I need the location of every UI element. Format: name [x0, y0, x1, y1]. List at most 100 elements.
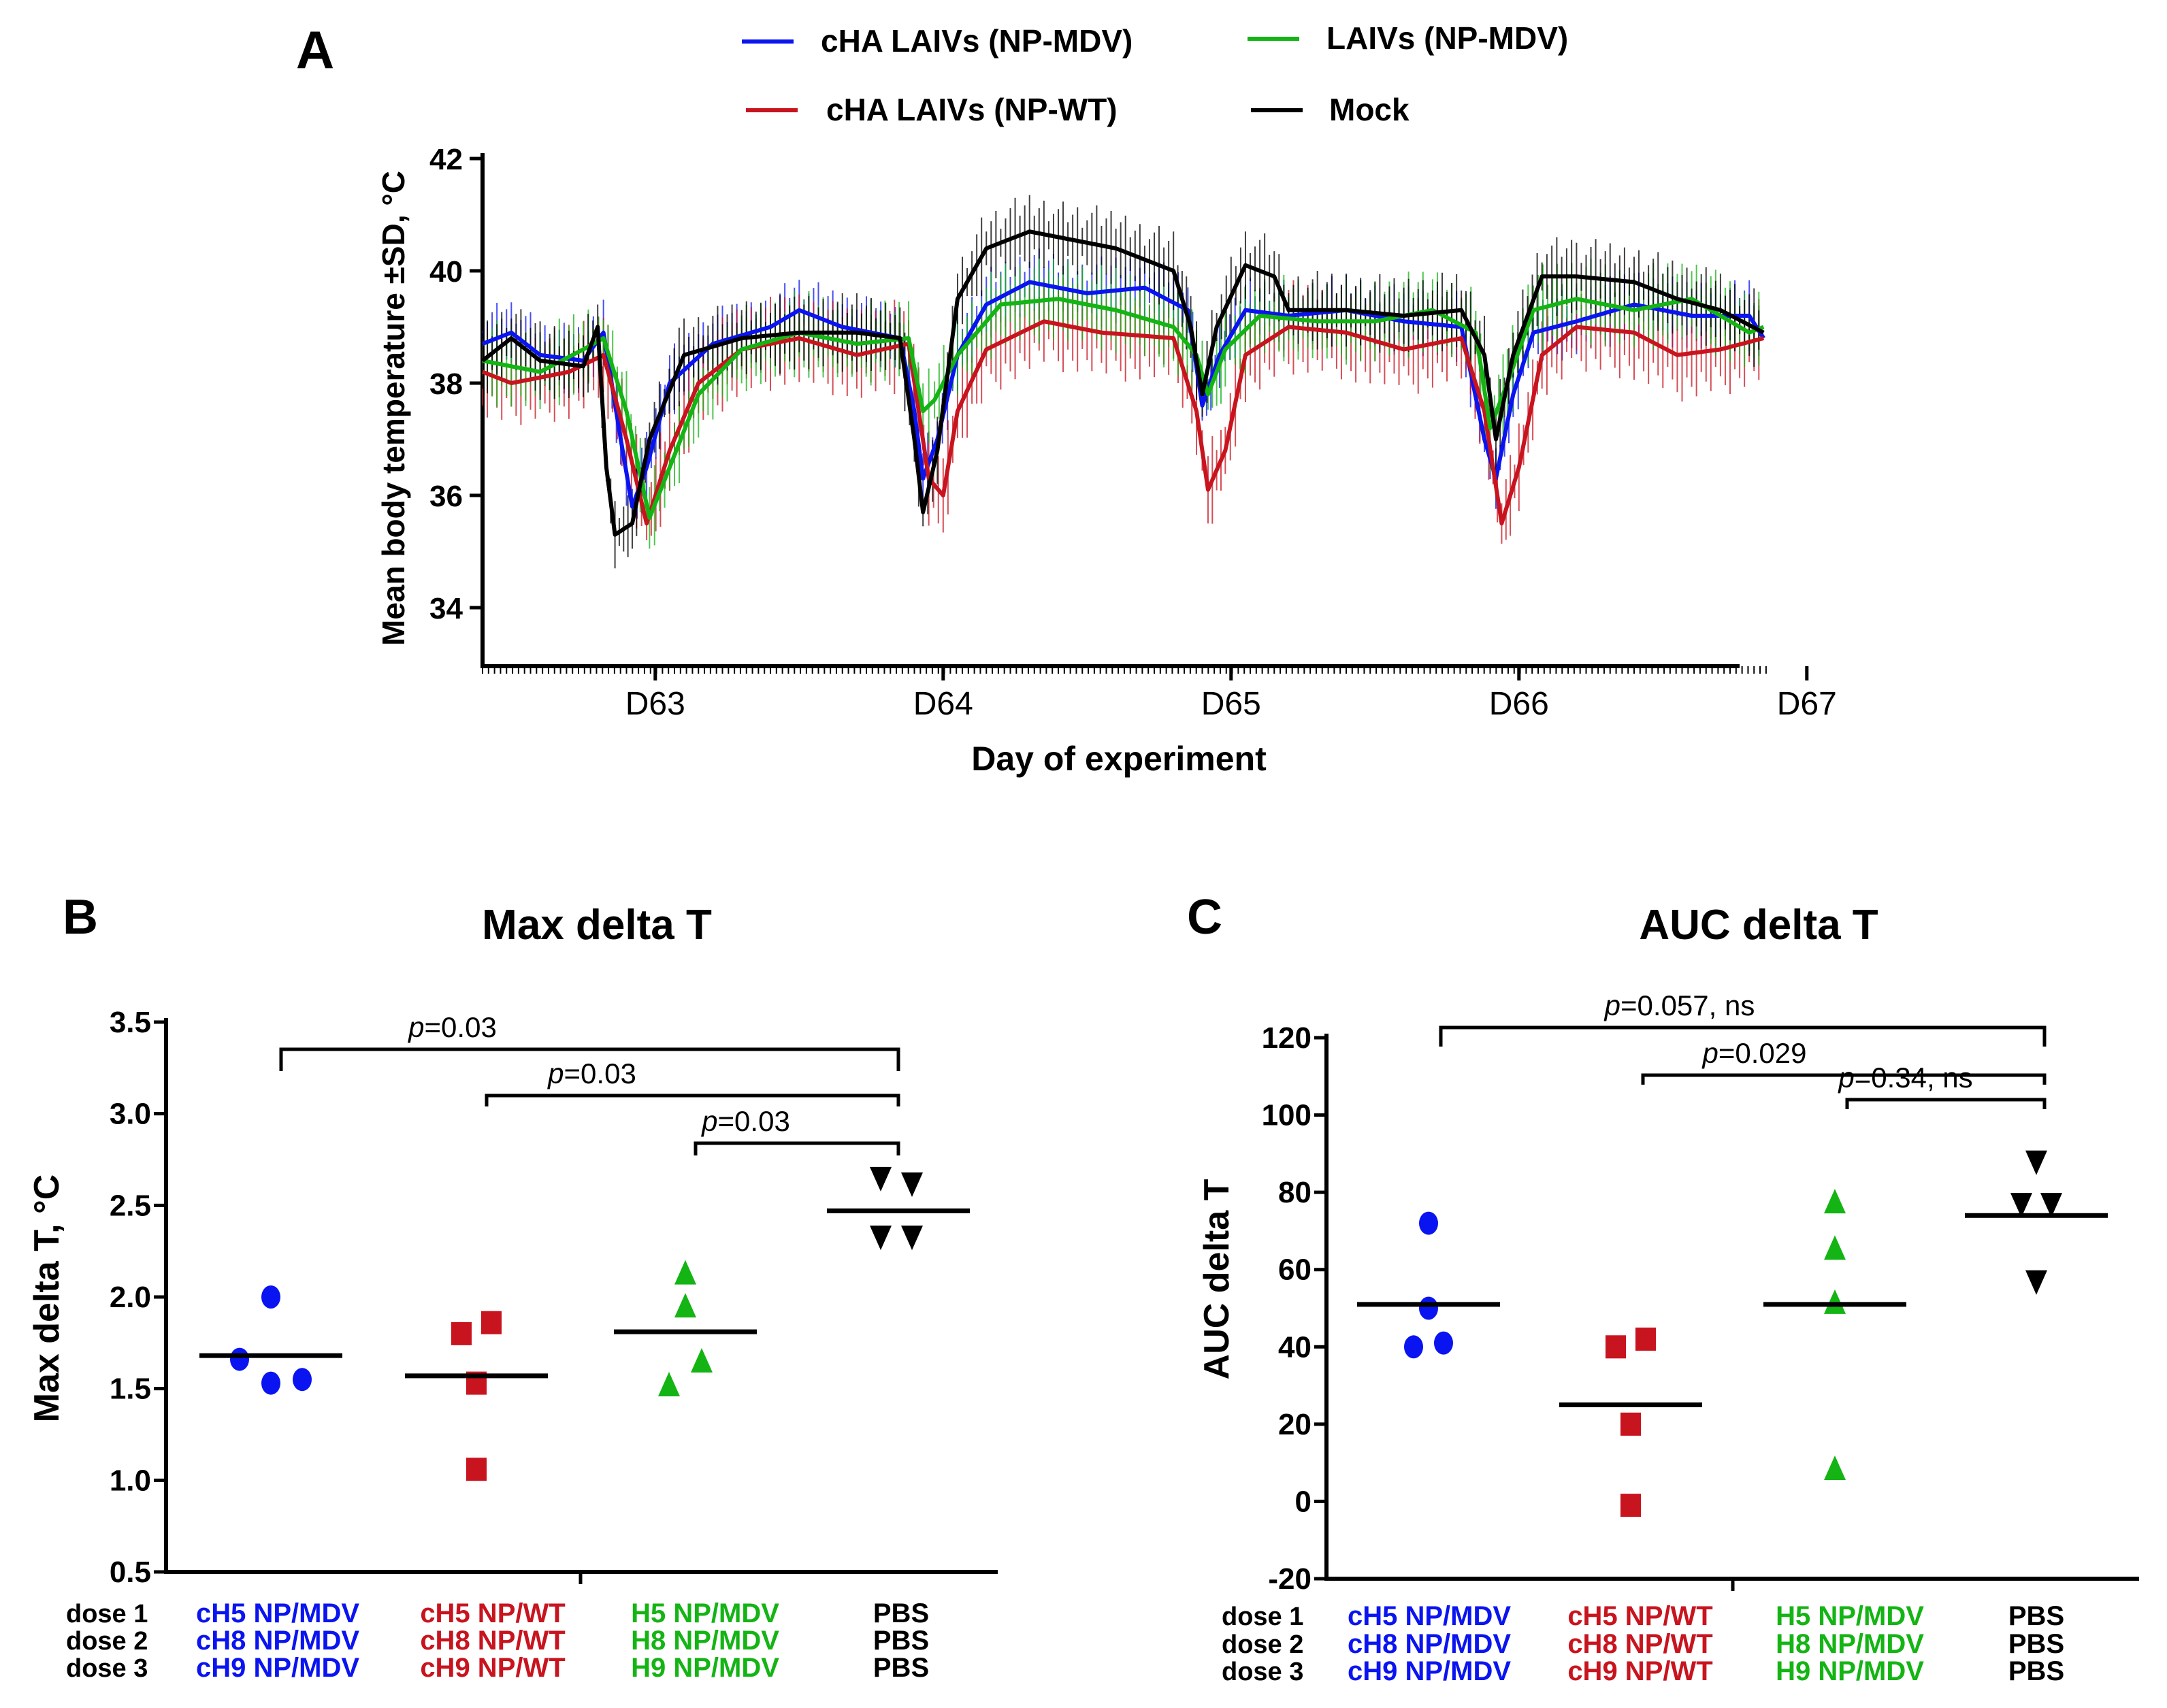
series-line-3: [481, 229, 1765, 537]
dose-label: dose 1: [1222, 1603, 1303, 1631]
group-label: PBS: [2008, 1629, 2064, 1659]
data-point-triangle: [658, 1371, 680, 1396]
y-tick-label: 80: [1278, 1176, 1311, 1209]
data-point-circle: [261, 1285, 280, 1309]
p-value-label: p=0.029: [1701, 1037, 1807, 1069]
group-label: H9 NP/MDV: [1776, 1656, 1924, 1686]
x-tick-label: D64: [913, 686, 973, 722]
group-label: H5 NP/MDV: [631, 1598, 779, 1628]
legend-label: cHA LAIVs (NP-MDV): [821, 23, 1133, 59]
group-label: H9 NP/MDV: [631, 1653, 779, 1683]
p-value: =0.34, ns: [1855, 1062, 1973, 1094]
group-label: PBS: [873, 1653, 929, 1683]
y-tick-label: 2.0: [110, 1281, 151, 1314]
dose-label: dose 2: [66, 1627, 148, 1656]
chart-title: Max delta T: [482, 902, 712, 949]
series-line-1: [481, 319, 1765, 526]
data-point-triangle: [1824, 1456, 1846, 1480]
group-label: cH5 NP/MDV: [196, 1598, 359, 1628]
p-value: =0.03: [425, 1011, 497, 1043]
data-point-triangle-down: [870, 1226, 892, 1251]
x-tick-label: D66: [1489, 686, 1549, 722]
data-point-square: [1635, 1327, 1656, 1351]
data-point-triangle-down: [901, 1172, 923, 1198]
y-tick-label: 60: [1278, 1253, 1311, 1287]
panel-c-chart: C AUC delta T AUC delta T -20 0 20 40 60 80 100 12…: [1187, 890, 2139, 1686]
group-label: cH9 NP/MDV: [1348, 1656, 1511, 1686]
group-label: cH8 NP/MDV: [196, 1626, 359, 1656]
p-value-label: p=0.03: [547, 1057, 636, 1089]
data-point-circle: [1434, 1331, 1453, 1355]
data-point-triangle: [1824, 1189, 1846, 1214]
group-label: cH8 NP/WT: [420, 1626, 565, 1656]
y-tick-label: 100: [1262, 1099, 1311, 1132]
group-label: H8 NP/MDV: [631, 1626, 779, 1656]
p-value-label: p=0.34, ns: [1837, 1062, 1972, 1094]
y-tick-label: 0.5: [110, 1556, 151, 1589]
group-label: cH8 NP/MDV: [1348, 1629, 1511, 1659]
x-tick-label: D67: [1777, 686, 1837, 722]
x-tick-label: D63: [625, 686, 685, 722]
data-point-circle: [230, 1347, 249, 1371]
data-point-square: [481, 1311, 502, 1334]
y-tick-label: 34: [429, 592, 463, 625]
group-label: PBS: [873, 1598, 929, 1628]
dose-label: dose 3: [1222, 1658, 1303, 1686]
data-point-circle: [1404, 1335, 1423, 1359]
data-point-circle: [1419, 1296, 1438, 1320]
group-label: cH9 NP/WT: [1567, 1656, 1712, 1686]
panel-letter-c: C: [1187, 890, 1222, 945]
p-value: =0.029: [1718, 1037, 1807, 1069]
data-point-triangle: [1824, 1289, 1846, 1314]
significance-bracket: [279, 1047, 900, 1071]
y-tick-label: 36: [429, 480, 463, 513]
p-symbol: p: [1701, 1037, 1718, 1069]
significance-bracket: [694, 1141, 900, 1155]
data-point-circle: [293, 1368, 312, 1392]
data-point-triangle: [1824, 1235, 1846, 1260]
p-value-label: p=0.03: [407, 1011, 497, 1043]
panel-letter-b: B: [63, 890, 98, 945]
data-point-square: [1620, 1412, 1641, 1436]
series-line-2: [482, 297, 1765, 520]
p-symbol: p: [700, 1105, 717, 1137]
group-label: PBS: [873, 1626, 929, 1656]
data-point-triangle: [674, 1260, 696, 1285]
data-point-square: [1606, 1335, 1626, 1359]
significance-bracket: [485, 1094, 900, 1106]
p-value-label: p=0.057, ns: [1603, 989, 1755, 1021]
group-label: cH5 NP/MDV: [1348, 1601, 1511, 1631]
dose-label: dose 1: [66, 1600, 148, 1628]
group-label: cH5 NP/WT: [420, 1598, 565, 1628]
group-label: PBS: [2008, 1656, 2064, 1686]
group-label: cH5 NP/WT: [1567, 1601, 1712, 1631]
y-axis-title: Mean body temperature ±SD, °C: [376, 171, 411, 646]
group-label: cH9 NP/WT: [420, 1653, 565, 1683]
p-symbol: p: [1837, 1062, 1854, 1094]
data-point-triangle-down: [870, 1166, 892, 1192]
x-tick-label: D65: [1201, 686, 1261, 722]
legend-label: Mock: [1329, 92, 1410, 127]
data-point-triangle-down: [2025, 1150, 2047, 1175]
p-value: =0.03: [564, 1057, 636, 1089]
y-tick-label: 0: [1295, 1485, 1311, 1518]
y-axis-title: Max delta T, °C: [27, 1175, 67, 1423]
y-tick-label: 3.5: [110, 1006, 151, 1039]
panel-a-chart: 34 36 38 40 42 D63 D64 D65 D66 D67 Day of experime…: [376, 143, 1837, 778]
y-tick-label: 120: [1262, 1021, 1311, 1055]
y-tick-label: 2.5: [110, 1189, 151, 1222]
group-label: H8 NP/MDV: [1776, 1629, 1924, 1659]
chart-title: AUC delta T: [1639, 902, 1878, 949]
y-tick-label: 20: [1278, 1408, 1311, 1441]
legend-label: LAIVs (NP-MDV): [1326, 20, 1568, 56]
data-point-triangle-down: [2010, 1193, 2032, 1218]
p-value: =0.03: [718, 1105, 790, 1137]
p-symbol: p: [1603, 989, 1620, 1021]
data-point-square: [1620, 1494, 1641, 1517]
p-symbol: p: [407, 1011, 424, 1043]
data-point-triangle-down: [2025, 1270, 2047, 1295]
group-label: cH9 NP/MDV: [196, 1653, 359, 1683]
y-axis-title: AUC delta T: [1197, 1179, 1237, 1379]
panel-letter-a: A: [296, 20, 334, 80]
